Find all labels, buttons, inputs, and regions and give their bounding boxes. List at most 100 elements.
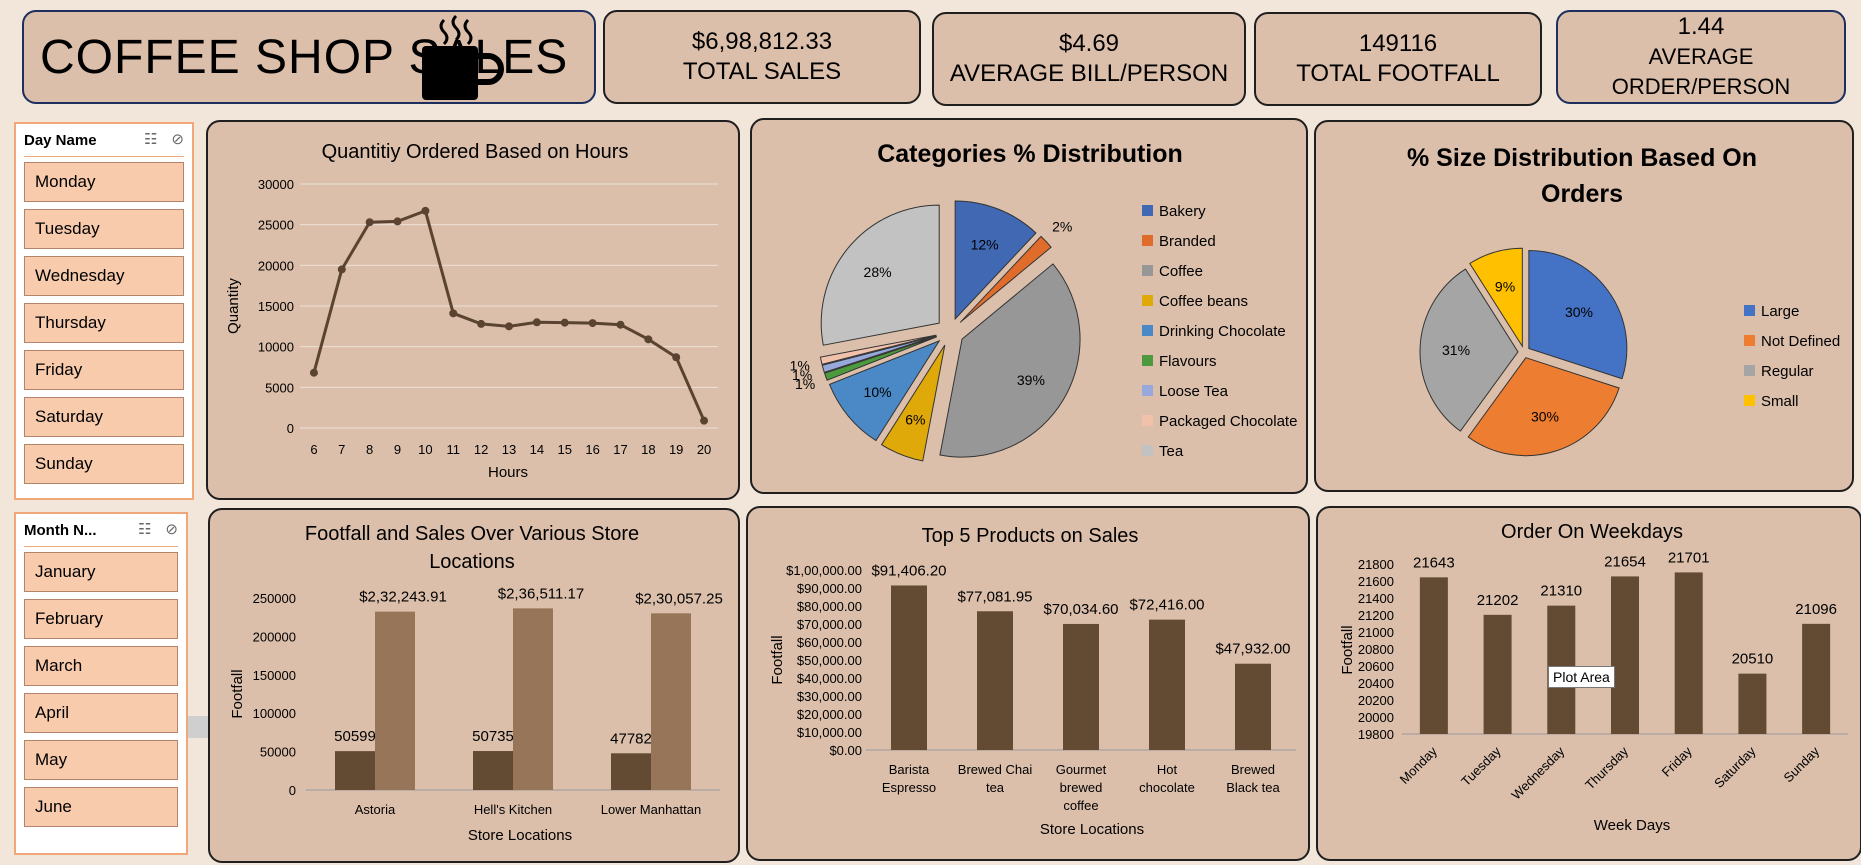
slicer-item-sunday[interactable]: Sunday [24,444,184,484]
slice-label: 30% [1531,409,1559,425]
bar [1235,663,1271,750]
slicer-item-wednesday[interactable]: Wednesday [24,256,184,296]
slice-label: 28% [864,264,892,280]
slicer-item-april[interactable]: April [24,693,178,733]
chart-title-line: Locations [429,551,515,573]
x-tick-label: Saturday [1711,743,1759,791]
data-point [309,368,318,377]
y-tick-label: $70,000.00 [797,617,862,632]
pie-slice [819,334,937,366]
slice-label: 6% [905,411,925,427]
pie-slice [954,200,1037,321]
y-axis-title: Footfall [769,635,786,684]
legend-label: Coffee beans [1159,293,1248,310]
x-tick-label: Brewed [1231,762,1275,777]
x-tick-label: Brewed Chai [958,762,1033,777]
y-tick-label: 20000 [1358,710,1394,725]
slice-label: 2% [1052,219,1072,235]
bar [891,585,927,750]
pie-slice [1528,249,1628,380]
kpi-total-footfall: 149116 TOTAL FOOTFALL [1254,12,1542,106]
x-tick-label: 17 [613,442,627,457]
y-tick-label: $30,000.00 [797,689,862,704]
x-axis-title: Store Locations [468,827,572,844]
data-point [393,217,402,226]
x-axis-title: Store Locations [1040,821,1144,838]
slicer-item-friday[interactable]: Friday [24,350,184,390]
x-tick-label: Hot [1157,762,1178,777]
data-label: $91,406.20 [871,562,946,579]
slicer-item-february[interactable]: February [24,599,178,639]
clear-filter-icon[interactable]: ⊘ [165,521,178,538]
x-tick-label: Black tea [1226,780,1280,795]
legend-label: Packaged Chocolate [1159,413,1297,430]
data-point [365,218,374,227]
y-tick-label: 20000 [258,258,294,273]
slice-label: 1% [795,376,815,392]
data-label: 21096 [1795,601,1837,618]
y-tick-label: 21400 [1358,591,1394,606]
y-tick-label: 20200 [1358,693,1394,708]
y-tick-label: $80,000.00 [797,599,862,614]
bar [1611,576,1639,734]
slice-label: 39% [1017,372,1045,388]
y-tick-label: 21000 [1358,625,1394,640]
slicer-item-monday[interactable]: Monday [24,162,184,202]
legend-swatch [1142,205,1153,216]
slicer-item-may[interactable]: May [24,740,178,780]
chart-title-line: % Size Distribution Based On [1407,144,1757,172]
sheet-gutter [188,716,208,738]
y-tick-label: 200000 [253,629,296,644]
slicer-item-january[interactable]: January [24,552,178,592]
multi-select-icon[interactable]: ☷ [143,131,158,148]
bar [375,611,415,790]
x-tick-label: Wednesday [1508,743,1567,802]
y-tick-label: 100000 [253,706,296,721]
data-point [505,322,513,331]
x-tick-label: coffee [1063,798,1098,813]
y-tick-label: 20600 [1358,659,1394,674]
hours-line-chart: Quantitiy Ordered Based on Hours Quantity… [225,141,718,481]
data-label: 50735 [472,728,514,745]
slicer-item-tuesday[interactable]: Tuesday [24,209,184,249]
data-point [588,319,597,328]
products-bar-chart: Top 5 Products on Sales Footfall Store Loc… [769,525,1296,838]
data-point [560,318,569,327]
data-point [449,309,458,318]
x-tick-label: Monday [1397,743,1441,787]
slicer-item-june[interactable]: June [24,787,178,827]
kpi-value: 149116 [1358,30,1438,57]
legend-swatch [1142,415,1153,426]
clear-filter-icon[interactable]: ⊘ [171,131,184,148]
data-label: $2,32,243.91 [359,589,447,606]
multi-select-icon[interactable]: ☷ [137,521,152,538]
pie-slice [959,235,1052,323]
slicer-item-thursday[interactable]: Thursday [24,303,184,343]
data-point [532,318,541,327]
pie-slice [828,339,941,442]
y-tick-label: 150000 [253,668,296,683]
y-tick-label: 10000 [258,340,294,355]
data-label: 21643 [1413,554,1455,571]
data-label: $72,416.00 [1129,597,1204,614]
legend-label: Regular [1761,363,1814,380]
data-point [644,335,653,344]
chart-title: Order On Weekdays [1501,521,1683,543]
y-tick-label: 250000 [253,591,296,606]
y-tick-label: $0.00 [829,743,862,758]
bar [1063,623,1099,750]
y-tick-label: 0 [287,421,294,436]
y-axis-title: Footfall [229,669,246,718]
slicer-item-saturday[interactable]: Saturday [24,397,184,437]
y-axis-title: Quantity [225,278,242,334]
legend-label: Flavours [1159,353,1217,370]
legend-label: Drinking Chocolate [1159,323,1286,340]
data-label: $47,932.00 [1215,641,1290,658]
legend-swatch [1744,395,1755,406]
x-tick-label: 9 [394,442,401,457]
slicer-item-march[interactable]: March [24,646,178,686]
x-tick-label: 7 [338,442,345,457]
x-tick-label: 20 [697,442,711,457]
data-point [616,320,625,329]
hours-chart-card: Quantitiy Ordered Based on Hours Quantity… [206,120,740,500]
